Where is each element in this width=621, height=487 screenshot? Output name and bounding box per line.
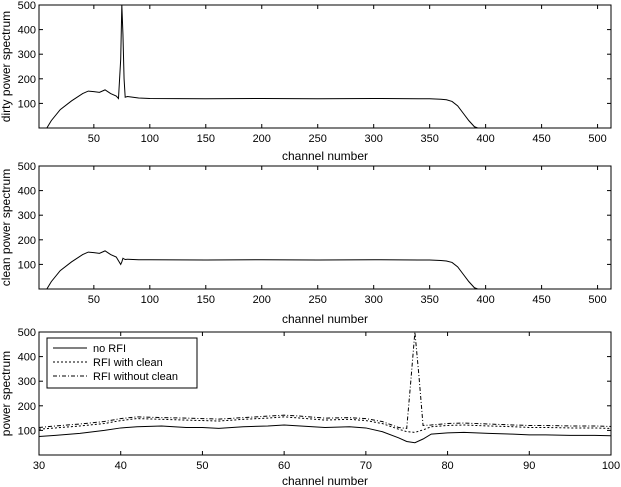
y-tick-label: 500	[18, 161, 36, 173]
y-tick-label: 200	[18, 235, 36, 247]
series-line-rfi-without-clean	[39, 332, 611, 429]
series-line-no-rfi	[39, 424, 611, 444]
x-tick-label: 450	[532, 133, 550, 145]
dirty-spectrum-panel: 50 100 150 200 250 300 350 400 450 500 100 200 300 40…	[0, 0, 612, 163]
x-axis-label: channel number	[282, 149, 368, 163]
y-tick-label: 500	[18, 0, 36, 12]
axes-frame	[38, 165, 612, 290]
x-tick-label: 500	[588, 133, 606, 145]
y-axis-label: clean power spectrum	[0, 169, 13, 286]
x-tick-label: 400	[476, 294, 494, 306]
x-tick-label: 400	[476, 133, 494, 145]
x-tick-label: 500	[588, 294, 606, 306]
x-tick-label: 300	[365, 294, 383, 306]
x-tick-label: 80	[441, 460, 453, 472]
x-tick-label: 60	[278, 460, 290, 472]
y-tick-label: 100	[18, 259, 36, 271]
x-tick-label: 50	[196, 460, 208, 472]
x-tick-label: 350	[420, 133, 438, 145]
x-tick-label: 150	[197, 294, 215, 306]
x-tick-label: 200	[253, 294, 271, 306]
x-tick-label: 200	[253, 133, 271, 145]
x-tick-label: 150	[197, 133, 215, 145]
y-axis-label: dirty power spectrum	[0, 11, 13, 122]
x-axis-label: channel number	[282, 474, 368, 487]
y-tick-label: 500	[18, 327, 36, 339]
y-tick-label: 400	[18, 352, 36, 364]
series-line-spectrum	[46, 250, 478, 289]
y-tick-label: 200	[18, 74, 36, 86]
y-tick-label: 400	[18, 186, 36, 198]
y-tick-label: 300	[18, 376, 36, 388]
clean-spectrum-panel: 50 100 150 200 250 300 350 400 450 500 100 200 300 40…	[0, 161, 612, 326]
series-line-spectrum	[46, 5, 478, 128]
x-tick-label: 100	[141, 294, 159, 306]
x-axis-label: channel number	[282, 312, 368, 326]
y-tick-label: 100	[18, 98, 36, 110]
x-tick-label: 300	[365, 133, 383, 145]
y-tick-label: 200	[18, 401, 36, 413]
x-tick-label: 50	[88, 294, 100, 306]
x-tick-label: 100	[602, 460, 620, 472]
y-tick-label: 400	[18, 25, 36, 37]
legend-label: RFI with clean	[93, 357, 163, 369]
series-line-rfi-with-clean	[39, 416, 611, 433]
x-tick-label: 70	[360, 460, 372, 472]
x-tick-label: 250	[309, 294, 327, 306]
x-tick-label: 250	[309, 133, 327, 145]
y-tick-label: 100	[18, 425, 36, 437]
y-tick-label: 300	[18, 49, 36, 61]
x-tick-label: 350	[420, 294, 438, 306]
legend-label: no RFI	[93, 343, 126, 355]
y-axis-label: power spectrum	[0, 351, 13, 436]
x-tick-label: 50	[88, 133, 100, 145]
y-tick-label: 300	[18, 210, 36, 222]
x-tick-label: 450	[532, 294, 550, 306]
x-tick-label: 100	[141, 133, 159, 145]
axes-frame	[38, 4, 612, 129]
axes-frame	[38, 331, 612, 456]
x-tick-label: 40	[115, 460, 127, 472]
legend-box	[46, 337, 198, 389]
x-tick-label: 30	[33, 460, 45, 472]
zoomed-spectrum-panel: 30 40 50 60 70 80 90 100 100 200 300 400 500 channel …	[0, 327, 620, 487]
x-tick-label: 90	[523, 460, 535, 472]
legend-label: RFI without clean	[93, 371, 178, 383]
